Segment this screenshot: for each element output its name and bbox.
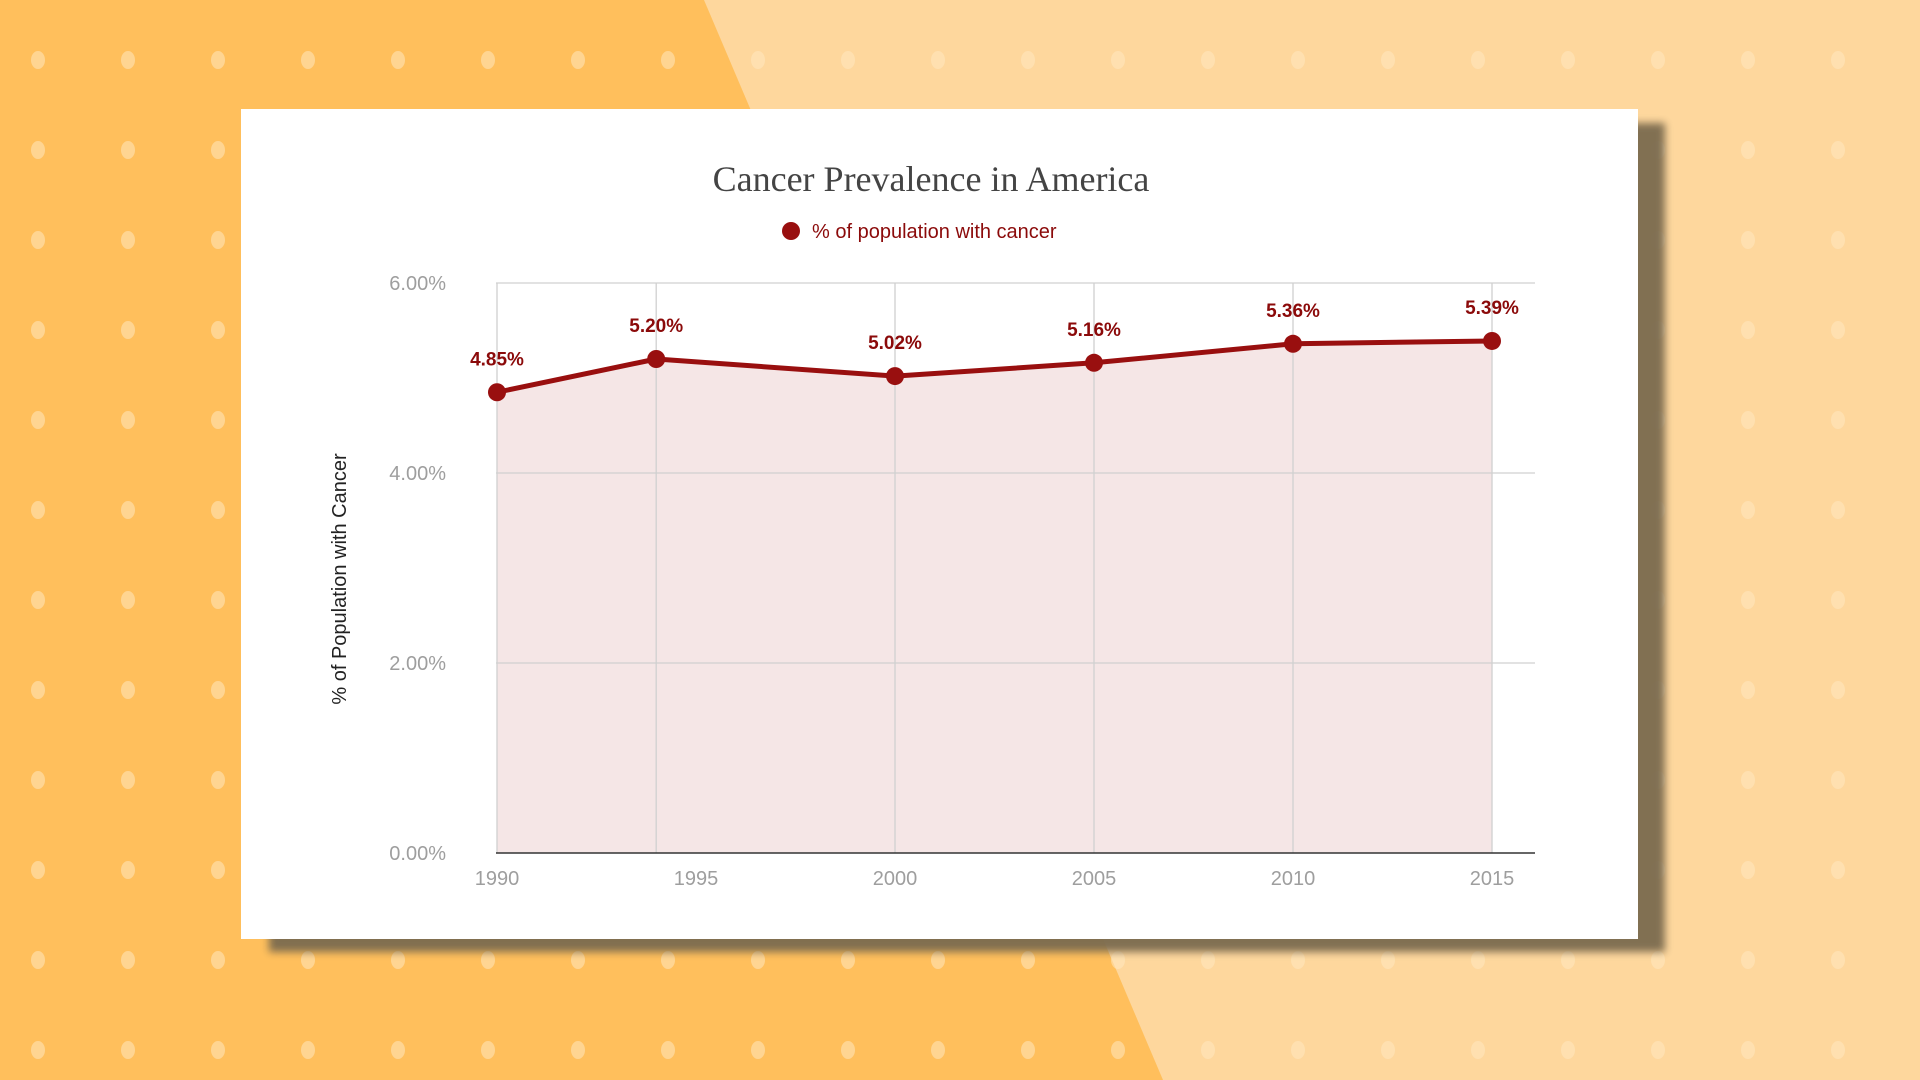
x-tick-label: 1995 [674,868,719,890]
x-tick-label: 2005 [1072,868,1117,890]
x-tick-label: 1990 [475,868,520,890]
legend-marker [782,222,800,240]
chart-card: Cancer Prevalence in America % of popula… [241,109,1638,939]
data-point [1483,331,1501,350]
chart-title: Cancer Prevalence in America [713,159,1150,199]
data-point [1085,353,1103,372]
y-tick-label: 4.00% [389,463,446,485]
data-point [488,383,506,402]
legend-label: % of population with cancer [812,221,1057,243]
plot-area: 0.00% 2.00% 4.00% 6.00% 1990 1995 2000 2005 2010… [389,273,1535,890]
legend: % of population with cancer [782,221,1057,243]
data-label: 5.16% [1067,320,1121,341]
data-label: 5.02% [868,333,922,354]
y-tick-label: 0.00% [389,843,446,865]
chart: Cancer Prevalence in America % of popula… [329,159,1535,890]
data-point [1284,334,1302,353]
data-label: 4.85% [470,349,524,370]
area-fill [497,340,1492,853]
data-point [647,350,666,368]
x-tick-label: 2010 [1271,868,1316,890]
y-tick-label: 2.00% [389,653,446,675]
data-label: 5.20% [629,316,683,337]
x-tick-label: 2000 [873,868,918,890]
series-line [494,338,1495,395]
y-axis-label: % of Population with Cancer [329,453,351,705]
x-tick-label: 2015 [1470,868,1515,890]
data-label: 5.36% [1266,301,1320,322]
data-point [886,367,904,386]
data-label: 5.39% [1465,298,1519,319]
y-tick-label: 6.00% [389,273,446,295]
